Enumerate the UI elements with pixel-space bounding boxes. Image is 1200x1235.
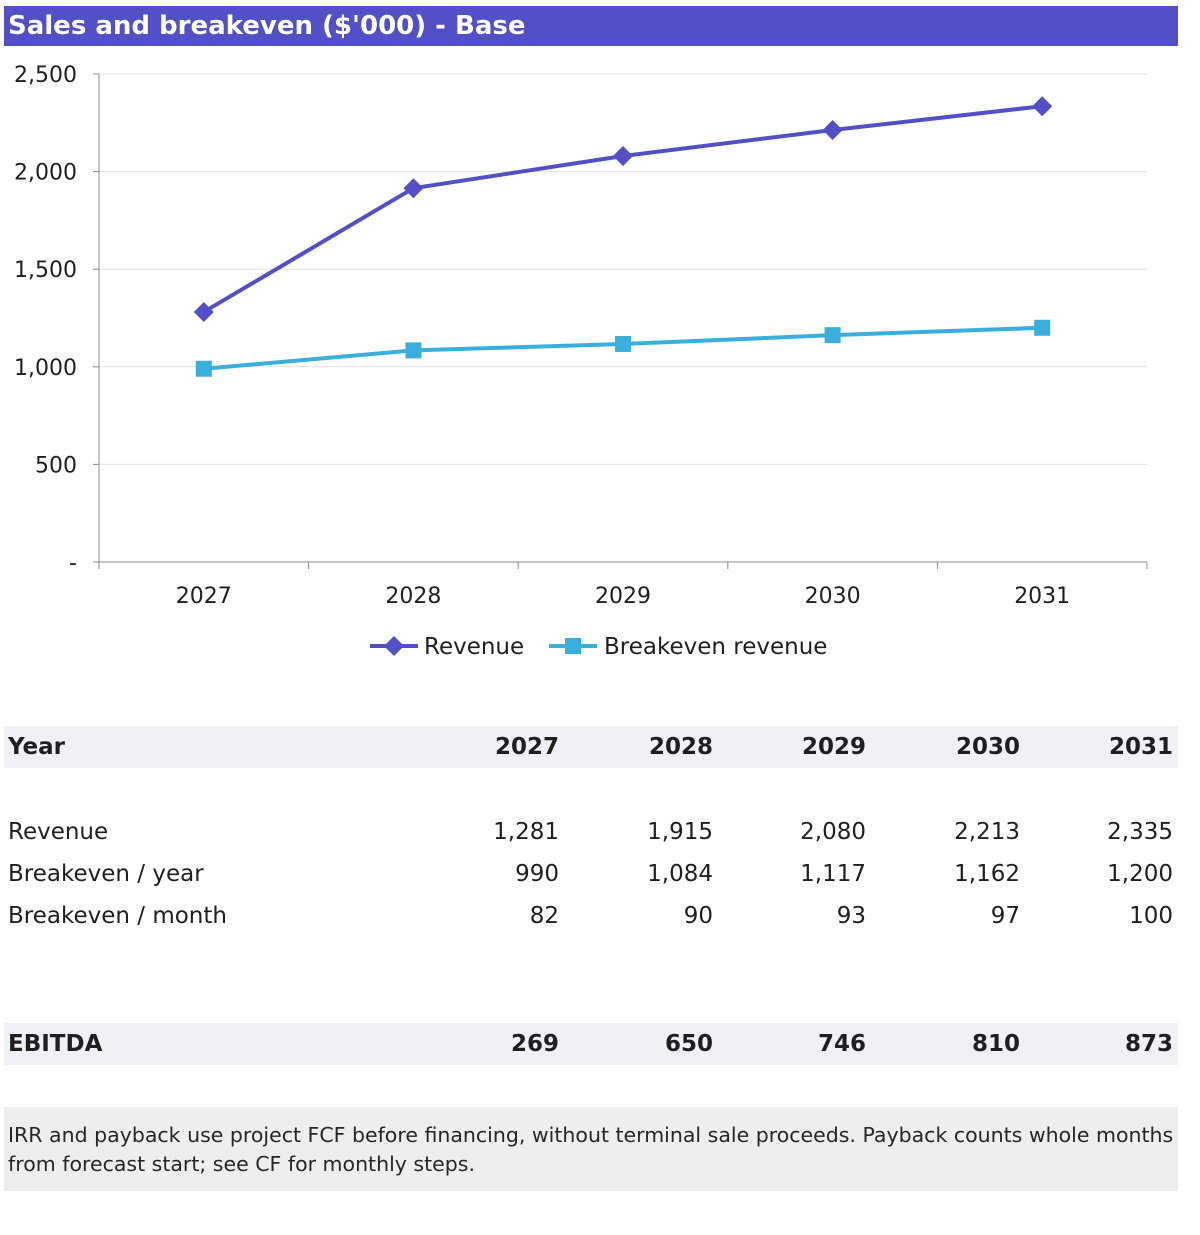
- table-cell: 810: [971, 1031, 1020, 1057]
- table-cell: 873: [1124, 1031, 1173, 1057]
- table-cell: 1,162: [954, 861, 1020, 887]
- table-row-ebitda: EBITDA 269 650 746 810 873: [4, 1023, 1178, 1065]
- row-label: EBITDA: [8, 1031, 103, 1057]
- y-tick-label: 1,000: [14, 356, 77, 381]
- data-point-breakeven: [1034, 319, 1051, 336]
- table-cell: 90: [683, 903, 713, 929]
- table-cell: 97: [990, 903, 1020, 929]
- table-cell: 1,117: [800, 861, 866, 887]
- x-tick-label: 2028: [385, 584, 441, 609]
- header-year-cell: 2028: [648, 734, 713, 760]
- table-cell: 100: [1129, 903, 1173, 929]
- legend-marker: [384, 636, 404, 656]
- data-point-breakeven: [405, 342, 422, 359]
- data-point-breakeven: [615, 335, 631, 352]
- table-header-row: Year 2027 2028 2029 2030 2031: [4, 726, 1178, 768]
- table-row-revenue: Revenue 1,281 1,915 2,080 2,213 2,335: [4, 811, 1178, 853]
- data-point-revenue: [613, 145, 633, 166]
- data-point-breakeven: [824, 327, 841, 344]
- sales-breakeven-chart: - 500 1,000 1,500 2,000 2,500 2027 2028 2029 2030…: [14, 63, 1148, 660]
- table-cell: 650: [664, 1031, 713, 1057]
- row-label: Breakeven / month: [8, 903, 227, 929]
- footnote: IRR and payback use project FCF before f…: [4, 1107, 1178, 1191]
- table-cell: 990: [515, 861, 559, 887]
- table-cell: 93: [836, 903, 866, 929]
- chart-title: Sales and breakeven ($'000) - Base: [4, 6, 1178, 46]
- legend-label: Breakeven revenue: [604, 634, 827, 660]
- table-cell: 82: [529, 903, 559, 929]
- y-tick-label: 500: [35, 453, 77, 478]
- header-label: Year: [8, 734, 66, 760]
- table-cell: 2,080: [800, 819, 866, 845]
- legend-marker: [565, 638, 581, 654]
- y-tick-label: 1,500: [14, 258, 77, 283]
- data-point-revenue: [822, 120, 843, 141]
- table-row-breakeven-year: Breakeven / year 990 1,084 1,117 1,162 1…: [4, 853, 1178, 895]
- table-cell: 1,915: [647, 819, 713, 845]
- y-tick-label: -: [69, 551, 77, 576]
- series-line-revenue: [202, 104, 1043, 314]
- table-cell: 2,335: [1107, 819, 1173, 845]
- legend-label: Revenue: [424, 634, 524, 660]
- table-row-breakeven-month: Breakeven / month 82 90 93 97 100: [4, 895, 1178, 937]
- data-point-revenue: [1032, 96, 1053, 117]
- row-label: Revenue: [8, 819, 109, 845]
- y-tick-label: 2,000: [14, 161, 77, 186]
- table-cell: 1,281: [493, 819, 559, 845]
- table-cell: 1,200: [1107, 861, 1173, 887]
- x-tick-label: 2031: [1014, 584, 1070, 609]
- x-tick-label: 2027: [176, 584, 232, 609]
- header-year-cell: 2029: [801, 734, 866, 760]
- header-year-cell: 2030: [955, 734, 1020, 760]
- data-point-breakeven: [195, 360, 212, 377]
- row-label: Breakeven / year: [8, 861, 204, 887]
- header-year-cell: 2027: [494, 734, 559, 760]
- x-tick-label: 2029: [595, 584, 651, 609]
- data-point-revenue: [403, 178, 424, 199]
- x-tick-label: 2030: [805, 584, 861, 609]
- header-year-cell: 2031: [1108, 734, 1173, 760]
- table-cell: 1,084: [647, 861, 713, 887]
- table-cell: 2,213: [954, 819, 1020, 845]
- y-tick-label: 2,500: [14, 63, 77, 88]
- table-cell: 269: [510, 1031, 559, 1057]
- data-point-revenue: [193, 301, 214, 322]
- table-cell: 746: [817, 1031, 866, 1057]
